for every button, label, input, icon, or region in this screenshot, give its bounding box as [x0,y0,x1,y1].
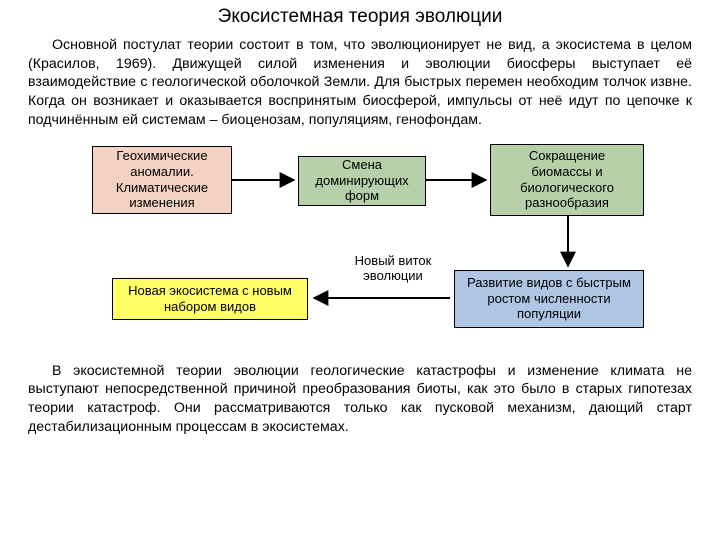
paragraph-conclusion: В экосистемной теории эволюции геологиче… [0,362,720,437]
page-title: Экосистемная теория эволюции [0,0,720,32]
flowchart: Геохимические аномалии. Климатические из… [0,138,720,358]
flowchart-node-n4: Развитие видов с быстрым ростом численно… [454,270,644,328]
flowchart-edge-label-3: Новый виток эволюции [338,254,448,284]
paragraph-intro: Основной постулат теории состоит в том, … [0,36,720,130]
flowchart-node-n2: Смена доминирующих форм [298,156,426,206]
flowchart-node-n3: Сокращение биомассы и биологического раз… [490,144,644,216]
flowchart-node-n5: Новая экосистема с новым набором видов [112,278,308,320]
flowchart-node-n1: Геохимические аномалии. Климатические из… [92,146,232,214]
